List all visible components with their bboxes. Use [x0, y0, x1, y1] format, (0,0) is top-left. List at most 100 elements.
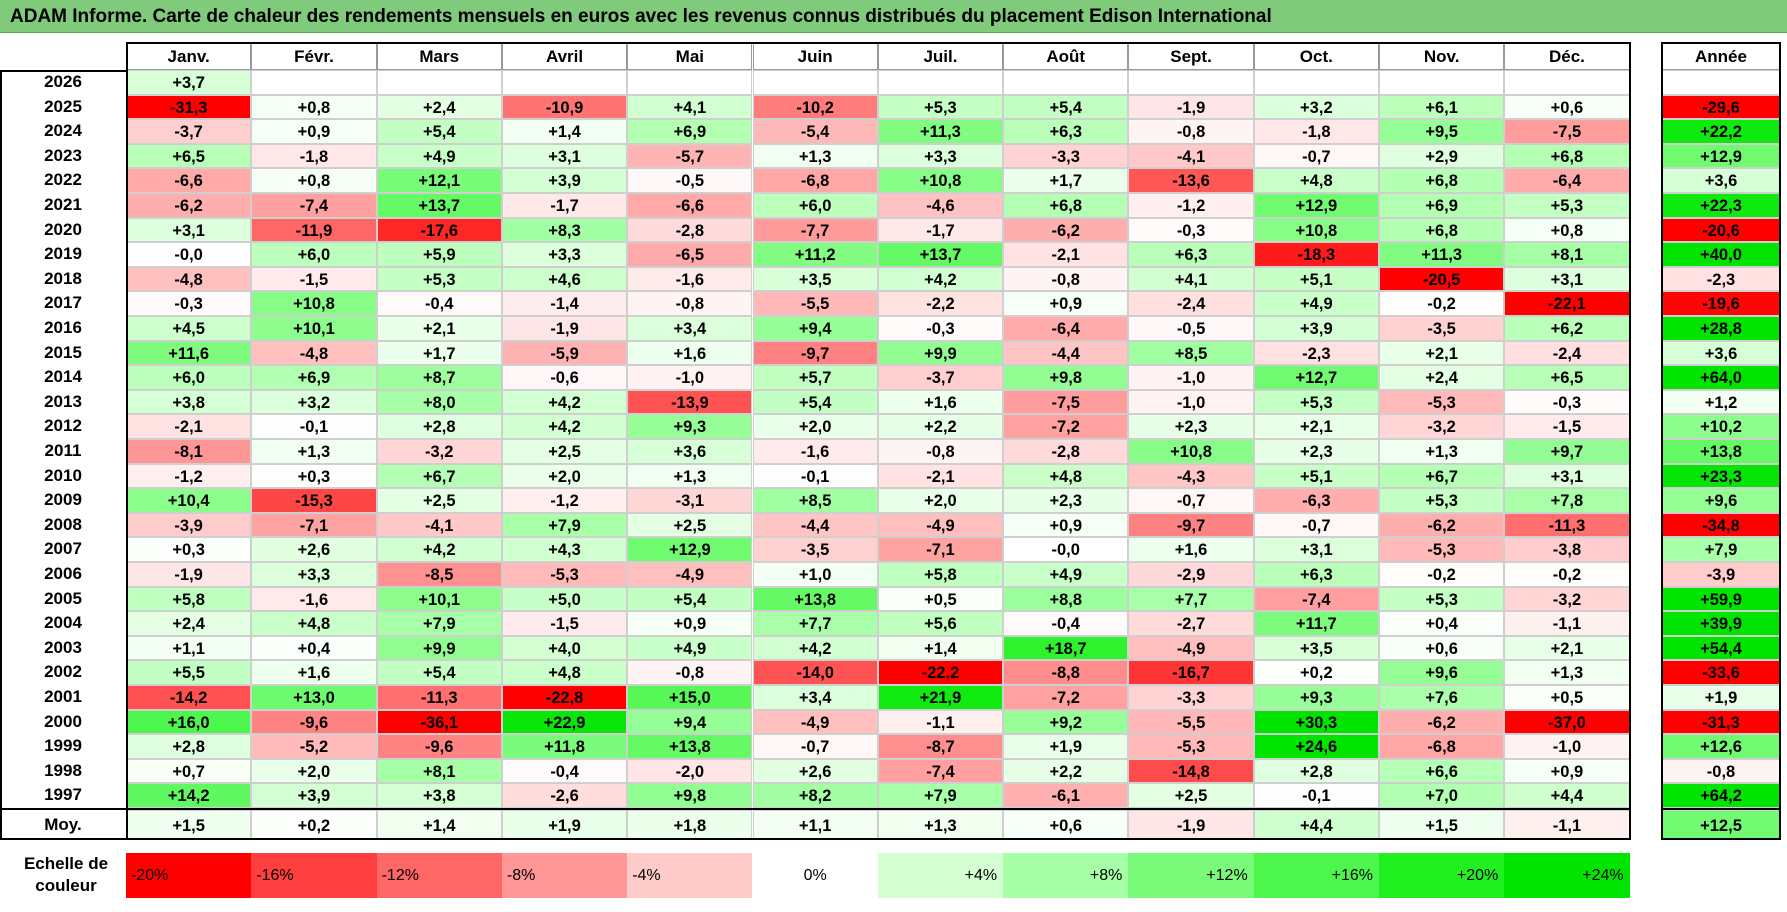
heatmap-cell: -0,7	[1253, 512, 1379, 538]
heatmap-cell: -0,3	[877, 316, 1004, 341]
heatmap-cell: +3,2	[1253, 94, 1379, 120]
annual-cell: +9,6	[1661, 488, 1781, 513]
heatmap-cell: -11,3	[1504, 512, 1630, 538]
heatmap-cell: +0,4	[1379, 611, 1505, 636]
heatmap-cell: -1,5	[501, 611, 628, 636]
heatmap-cell: +0,6	[1379, 635, 1505, 661]
heatmap-cell: -5,3	[1128, 734, 1254, 759]
annual-cell: +54,4	[1661, 635, 1781, 661]
year-label: 2006	[0, 562, 126, 587]
annual-cell: +28,8	[1661, 316, 1781, 341]
heatmap-cell: +10,8	[1253, 217, 1379, 243]
heatmap-cell: +4,4	[1504, 783, 1630, 808]
heatmap-cell: +2,1	[376, 316, 502, 341]
annual-cell	[1661, 70, 1781, 95]
heatmap-cell: +13,0	[251, 685, 377, 710]
annual-cell: -20,6	[1661, 217, 1781, 243]
annual-cell: -33,6	[1661, 660, 1781, 685]
heatmap-cell: +3,1	[1504, 266, 1630, 292]
heatmap-cell: +5,9	[376, 242, 502, 267]
average-cell: +0,2	[251, 810, 377, 840]
year-label: 1999	[0, 734, 126, 759]
heatmap-cell: +11,3	[1379, 242, 1505, 267]
heatmap-cell: +2,9	[1379, 143, 1505, 169]
heatmap-cell: +5,8	[877, 562, 1004, 587]
heatmap-cell: +4,2	[501, 414, 628, 439]
year-label: 2020	[0, 217, 126, 243]
heatmap-cell: +12,7	[1253, 365, 1379, 390]
heatmap-cell: +13,8	[752, 586, 878, 612]
heatmap-cell: -3,2	[1504, 586, 1630, 612]
heatmap-cell: -0,2	[1379, 562, 1505, 587]
year-label: 2002	[0, 660, 126, 685]
heatmap-cell: +5,0	[501, 586, 628, 612]
heatmap-cell: -1,1	[1504, 611, 1630, 636]
heatmap-cell: +5,3	[1253, 389, 1379, 415]
heatmap-cell: -8,5	[376, 562, 502, 587]
heatmap-cell: +14,2	[126, 783, 252, 808]
heatmap-cell: +6,8	[1003, 193, 1129, 218]
column-header: Mars	[376, 42, 502, 70]
annual-cell: +22,2	[1661, 119, 1781, 144]
heatmap-cell: +8,5	[752, 488, 878, 513]
heatmap-cell: -5,3	[1379, 389, 1505, 415]
year-label: 2012	[0, 414, 126, 439]
heatmap-cell: -6,2	[126, 193, 252, 218]
heatmap-cell: -1,0	[1128, 365, 1254, 390]
heatmap-cell: +0,3	[126, 537, 252, 562]
heatmap-cell: +3,1	[1253, 537, 1379, 562]
heatmap-cell: -6,4	[1003, 316, 1129, 341]
annual-cell: +12,9	[1661, 143, 1781, 169]
heatmap-cell: +2,8	[376, 414, 502, 439]
heatmap-cell: +4,8	[501, 660, 628, 685]
heatmap-cell: +7,8	[1504, 488, 1630, 513]
heatmap-cell: +3,8	[126, 389, 252, 415]
heatmap-cell: -4,9	[1128, 635, 1254, 661]
heatmap-cell: -22,2	[877, 660, 1004, 685]
heatmap-cell: +0,8	[1504, 217, 1630, 243]
annual-cell: -29,6	[1661, 94, 1781, 120]
heatmap-cell: +6,0	[126, 365, 252, 390]
heatmap-cell: -0,1	[1253, 783, 1379, 808]
heatmap-cell: +4,1	[627, 94, 753, 120]
heatmap-cell	[501, 70, 628, 95]
heatmap-cell: +1,3	[1504, 660, 1630, 685]
annual-cell: +59,9	[1661, 586, 1781, 612]
heatmap-cell: -4,1	[376, 512, 502, 538]
average-cell: +0,6	[1003, 810, 1129, 840]
heatmap-cell: +2,5	[627, 512, 753, 538]
heatmap-cell: -13,6	[1128, 168, 1254, 193]
legend-swatch: -4%	[627, 853, 753, 898]
heatmap-cell: -1,1	[877, 709, 1004, 735]
annual-cell: +22,3	[1661, 193, 1781, 218]
year-label: 2004	[0, 611, 126, 636]
heatmap-cell: -0,8	[627, 291, 753, 316]
heatmap-cell: -1,9	[1128, 94, 1254, 120]
heatmap-cell: -2,9	[1128, 562, 1254, 587]
year-label: 2023	[0, 143, 126, 169]
average-cell: +1,4	[376, 810, 502, 840]
heatmap-cell	[627, 70, 753, 95]
heatmap-cell: -0,4	[501, 758, 628, 784]
year-label: 2001	[0, 685, 126, 710]
column-header: Janv.	[126, 42, 252, 70]
heatmap-cell: +3,1	[126, 217, 252, 243]
heatmap-cell: -1,2	[1128, 193, 1254, 218]
heatmap-cell: +0,9	[251, 119, 377, 144]
heatmap-cell: +9,7	[1504, 439, 1630, 464]
heatmap-cell: -1,2	[126, 463, 252, 489]
heatmap-cell: +5,5	[126, 660, 252, 685]
heatmap-cell: -0,5	[627, 168, 753, 193]
heatmap-cell: +5,6	[877, 611, 1004, 636]
year-label: 2005	[0, 586, 126, 612]
heatmap-cell: +6,9	[627, 119, 753, 144]
heatmap-cell: -1,6	[251, 586, 377, 612]
heatmap-cell	[1003, 70, 1129, 95]
column-header: Avril	[501, 42, 628, 70]
heatmap-cell: +6,8	[1379, 168, 1505, 193]
heatmap-cell: +6,2	[1504, 316, 1630, 341]
heatmap-cell: +2,4	[1379, 365, 1505, 390]
heatmap-cell: -2,6	[501, 783, 628, 808]
year-label: 2018	[0, 266, 126, 292]
heatmap-cell: -2,8	[627, 217, 753, 243]
